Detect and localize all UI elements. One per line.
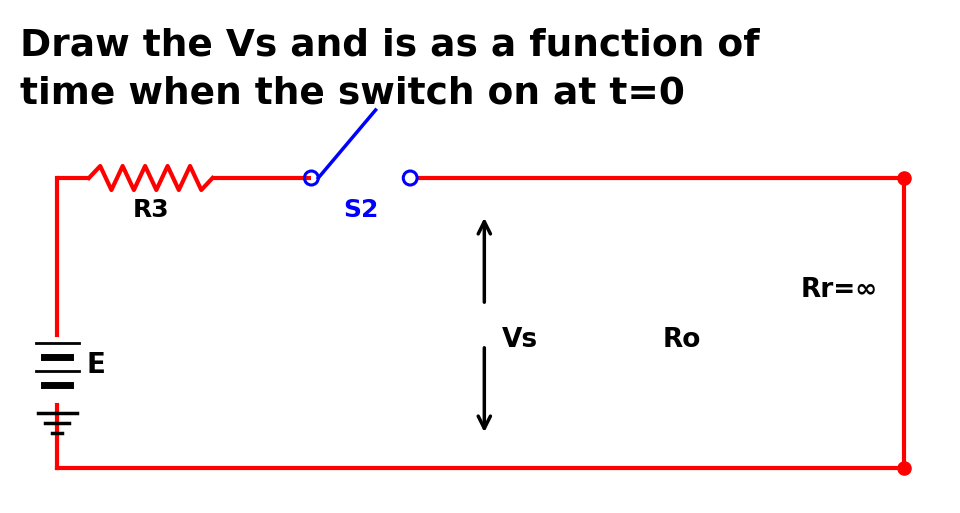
- Point: [897, 174, 912, 182]
- Text: E: E: [87, 351, 106, 379]
- Text: S2: S2: [343, 198, 378, 222]
- Text: Draw the Vs and is as a function of: Draw the Vs and is as a function of: [20, 28, 759, 64]
- Point: [897, 464, 912, 472]
- Text: Vs: Vs: [502, 327, 539, 353]
- Text: Ro: Ro: [662, 327, 701, 353]
- Text: Rr=∞: Rr=∞: [801, 277, 877, 303]
- Text: R3: R3: [132, 198, 169, 222]
- Text: time when the switch on at t=0: time when the switch on at t=0: [20, 76, 684, 112]
